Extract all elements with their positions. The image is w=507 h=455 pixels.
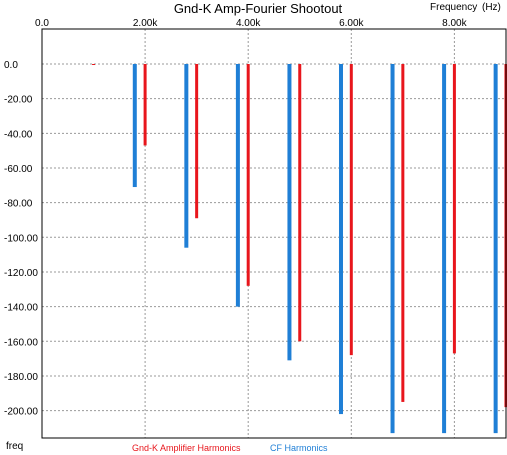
y-tick-label: -140.00 xyxy=(4,303,38,314)
cf-harmonic-bar xyxy=(287,64,292,361)
y-tick-label: -180.00 xyxy=(4,372,38,383)
y-tick-label: -160.00 xyxy=(4,337,38,348)
y-tick-label: -100.00 xyxy=(4,233,38,244)
cf-harmonic-bar xyxy=(493,64,498,434)
y-tick-label: -80.00 xyxy=(4,199,33,210)
plot-frame xyxy=(41,28,507,439)
y-tick-label: -60.00 xyxy=(4,164,33,175)
cf-harmonic-bar xyxy=(338,64,343,415)
amp-harmonic-bar xyxy=(246,64,250,286)
amp-harmonic-bar xyxy=(349,64,353,356)
amp-harmonic-bar xyxy=(401,64,405,402)
y-axis-label: freq xyxy=(6,441,23,452)
cf-harmonic-bar xyxy=(132,64,137,188)
amp-harmonic-bar xyxy=(452,64,456,354)
cf-harmonic-bar xyxy=(235,64,240,307)
x-tick-label: 8.00k xyxy=(442,18,467,29)
legend: Gnd-K Amplifier Harmonics CF Harmonics xyxy=(132,443,328,453)
x-tick-label: 6.00k xyxy=(339,18,364,29)
bars xyxy=(92,64,507,434)
amp-harmonic-bar xyxy=(92,64,96,65)
y-tick-label: -20.00 xyxy=(4,95,33,106)
y-tick-label: 0.0 xyxy=(4,60,18,71)
x-axis-unit: (Hz) xyxy=(482,2,501,13)
cf-harmonic-bar xyxy=(390,64,395,434)
x-axis-label: Frequency xyxy=(430,2,477,13)
x-tick-label: 2.00k xyxy=(133,18,158,29)
x-tick-label: 4.00k xyxy=(236,18,261,29)
grid xyxy=(42,29,506,438)
x-axis-ticks: 0.0 2.00k 4.00k 6.00k 8.00k xyxy=(35,18,468,29)
amp-harmonic-bar xyxy=(298,64,302,342)
cf-harmonic-bar xyxy=(442,64,447,434)
y-tick-label: -200.00 xyxy=(4,407,38,418)
cf-harmonic-bar xyxy=(184,64,189,248)
y-tick-label: -120.00 xyxy=(4,268,38,279)
amp-harmonic-bar xyxy=(195,64,199,219)
legend-entry: Gnd-K Amplifier Harmonics xyxy=(132,443,241,453)
chart-title: Gnd-K Amp-Fourier Shootout xyxy=(174,1,343,16)
y-axis-ticks: 0.0 -20.00 -40.00 -60.00 -80.00 -100.00 -120.0… xyxy=(4,60,38,418)
amp-harmonic-bar xyxy=(143,64,147,146)
y-tick-label: -40.00 xyxy=(4,129,33,140)
x-tick-label: 0.0 xyxy=(35,18,49,29)
legend-entry: CF Harmonics xyxy=(270,443,328,453)
